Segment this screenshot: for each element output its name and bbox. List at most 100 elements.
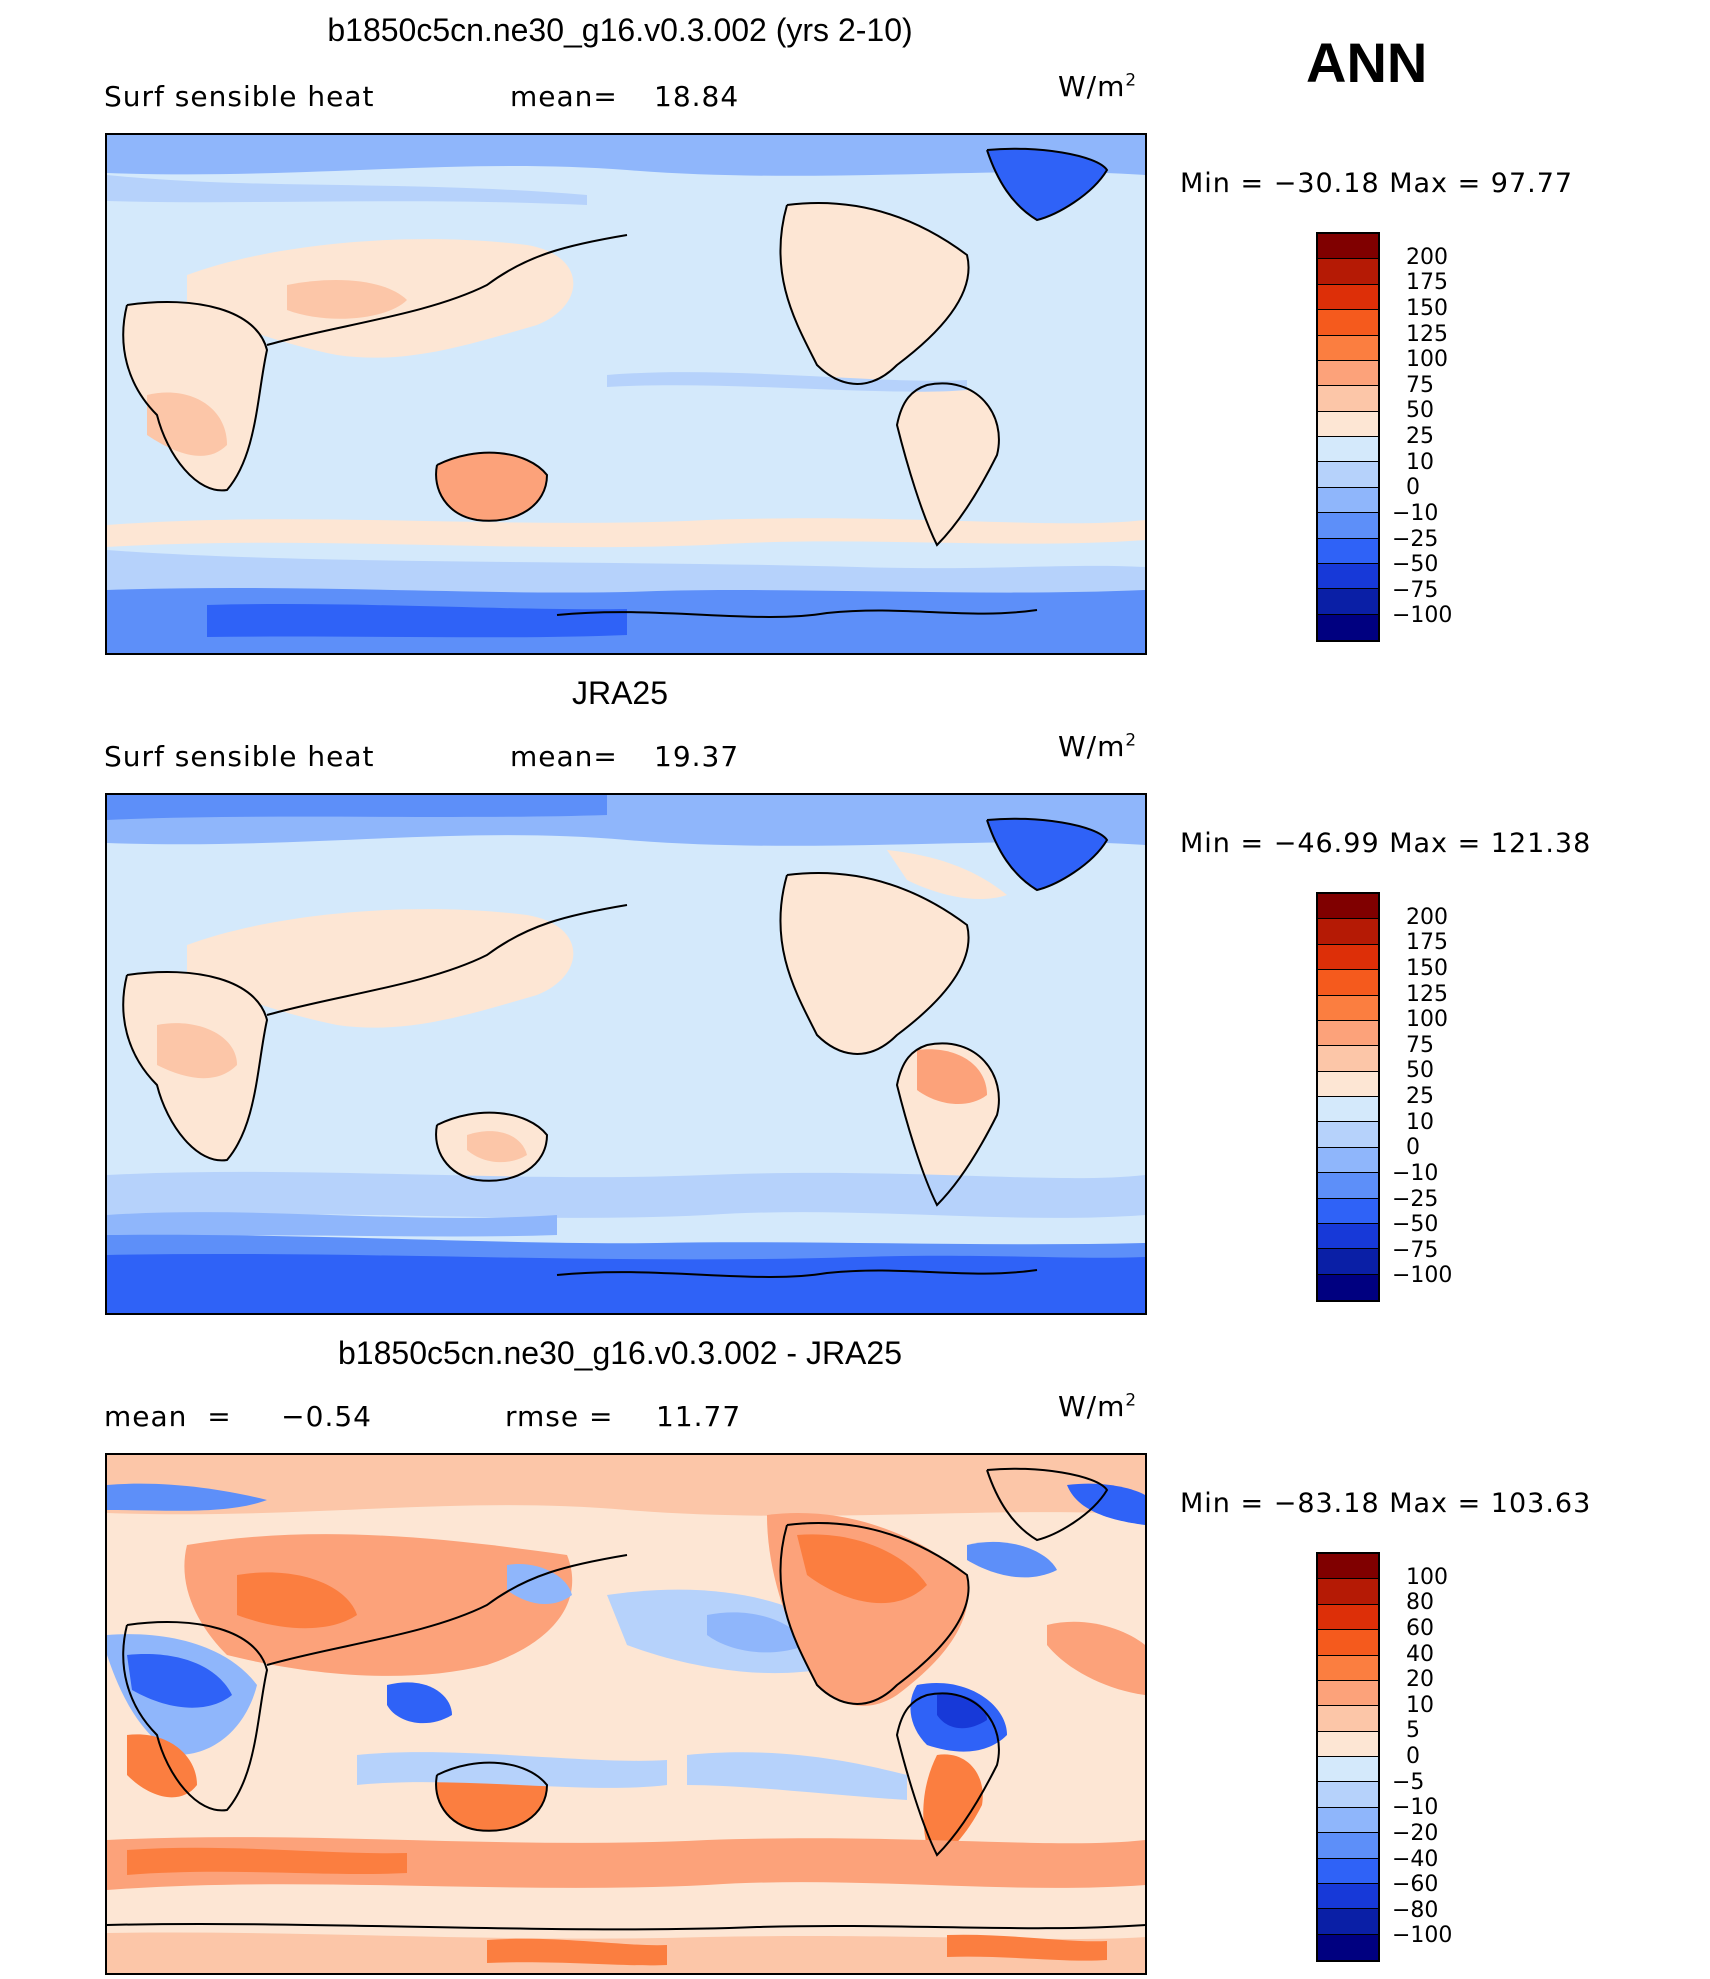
panel-3-colorbar-labels: 100 80 60 40 20 10 5 0 −5 −10 −20 −40 −60 −80 −100 [1392,1552,1500,1962]
panel-2-title: JRA25 [571,675,669,711]
panel-2-colorbar [1316,892,1380,1302]
colorbar-swatch [1318,1706,1378,1732]
panel-2-stat-value: 19.37 [654,740,740,773]
colorbar-swatch [1318,1858,1378,1884]
panel-1-map-field [107,135,1145,653]
colorbar-tick-label: −10 [1392,500,1439,526]
panel-2-map-field [107,795,1145,1313]
colorbar-tick-label: −20 [1392,1820,1439,1846]
panel-1-field-label: Surf sensible heat [104,80,375,113]
colorbar-swatch [1318,1630,1378,1656]
colorbar-swatch [1318,1046,1378,1072]
colorbar-tick-label: 125 [1406,321,1448,347]
colorbar-swatch [1318,234,1378,260]
colorbar-tick-label: −40 [1392,1846,1439,1872]
colorbar-swatch [1318,310,1378,336]
colorbar-swatch [1318,487,1378,514]
colorbar-swatch [1318,589,1378,615]
colorbar-swatch [1318,386,1378,412]
colorbar-swatch [1318,614,1378,640]
colorbar-swatch [1318,894,1378,920]
colorbar-swatch [1318,1604,1378,1631]
colorbar-tick-label: −100 [1392,603,1453,629]
colorbar-tick-label: 75 [1406,372,1434,398]
panel-3-colorbar [1316,1552,1380,1962]
colorbar-swatch [1318,1198,1378,1224]
colorbar-swatch [1318,284,1378,311]
colorbar-tick-label: −60 [1392,1872,1439,1898]
colorbar-swatch [1318,970,1378,996]
panel-1-minmax: Min = −30.18 Max = 97.77 [1180,168,1574,199]
colorbar-tick-label: −5 [1392,1769,1425,1795]
colorbar-tick-label: −10 [1392,1795,1439,1821]
colorbar-tick-label: −80 [1392,1897,1439,1923]
colorbar-tick-label: −25 [1392,526,1439,552]
colorbar-swatch [1318,1554,1378,1580]
colorbar-swatch [1318,1071,1378,1097]
colorbar-swatch [1318,1020,1378,1047]
colorbar-tick-label: 10 [1406,1692,1434,1718]
panel-1-colorbar [1316,232,1380,642]
colorbar-swatch [1318,563,1378,590]
colorbar-tick-label: 5 [1406,1718,1420,1744]
colorbar-tick-label: 0 [1406,1744,1420,1769]
colorbar-swatch [1318,1909,1378,1935]
panel-1-map [105,133,1147,655]
colorbar-tick-label: −75 [1392,577,1439,603]
colorbar-tick-label: 80 [1406,1590,1434,1616]
panel-3-map-field [107,1455,1145,1973]
panel-2-units: W/m2 [1058,729,1138,763]
colorbar-swatch [1318,1833,1378,1859]
colorbar-swatch [1318,513,1378,539]
panel-2-field-label: Surf sensible heat [104,740,375,773]
colorbar-tick-label: 50 [1406,1058,1434,1084]
colorbar-tick-label: −100 [1392,1923,1453,1949]
colorbar-swatch [1318,1731,1378,1757]
colorbar-tick-label: −10 [1392,1160,1439,1186]
colorbar-swatch [1318,1122,1378,1148]
colorbar-tick-label: 75 [1406,1032,1434,1058]
panel-2-map [105,793,1147,1315]
panel-2-stat-label: mean= [510,740,618,773]
colorbar-tick-label: 20 [1406,1667,1434,1693]
colorbar-tick-label: −100 [1392,1263,1453,1289]
colorbar-swatch [1318,1147,1378,1174]
colorbar-swatch [1318,462,1378,488]
panel-1-stat-label: mean= [510,80,618,113]
colorbar-swatch [1318,259,1378,285]
colorbar-tick-label: 60 [1406,1615,1434,1641]
colorbar-tick-label: −75 [1392,1237,1439,1263]
colorbar-tick-label: 0 [1406,475,1420,501]
colorbar-swatch [1318,1782,1378,1808]
colorbar-tick-label: 40 [1406,1641,1434,1667]
panel-1-title: b1850c5cn.ne30_g16.v0.3.002 (yrs 2-10) [327,12,913,48]
colorbar-swatch [1318,538,1378,564]
colorbar-swatch [1318,995,1378,1021]
colorbar-swatch [1318,1249,1378,1275]
colorbar-swatch [1318,1807,1378,1834]
colorbar-tick-label: −25 [1392,1186,1439,1212]
colorbar-tick-label: 25 [1406,1084,1434,1109]
colorbar-swatch [1318,411,1378,437]
colorbar-swatch [1318,335,1378,361]
colorbar-swatch [1318,1579,1378,1605]
panel-3-stat-value: 11.77 [656,1400,742,1433]
panel-1-stat-value: 18.84 [654,80,740,113]
colorbar-swatch [1318,437,1378,463]
colorbar-tick-label: 50 [1406,398,1434,424]
colorbar-tick-label: 200 [1406,244,1448,270]
colorbar-tick-label: −50 [1392,1212,1439,1238]
colorbar-tick-label: −50 [1392,552,1439,578]
colorbar-swatch [1318,1097,1378,1123]
panel-3-minmax: Min = −83.18 Max = 103.63 [1180,1488,1592,1519]
colorbar-tick-label: 10 [1406,449,1434,475]
colorbar-tick-label: 10 [1406,1109,1434,1135]
colorbar-tick-label: 175 [1406,930,1448,956]
colorbar-swatch [1318,1655,1378,1681]
colorbar-swatch [1318,1680,1378,1707]
panel-1-units: W/m2 [1058,69,1138,103]
colorbar-swatch [1318,1934,1378,1960]
colorbar-swatch [1318,944,1378,971]
colorbar-tick-label: 125 [1406,981,1448,1007]
colorbar-swatch [1318,1883,1378,1910]
